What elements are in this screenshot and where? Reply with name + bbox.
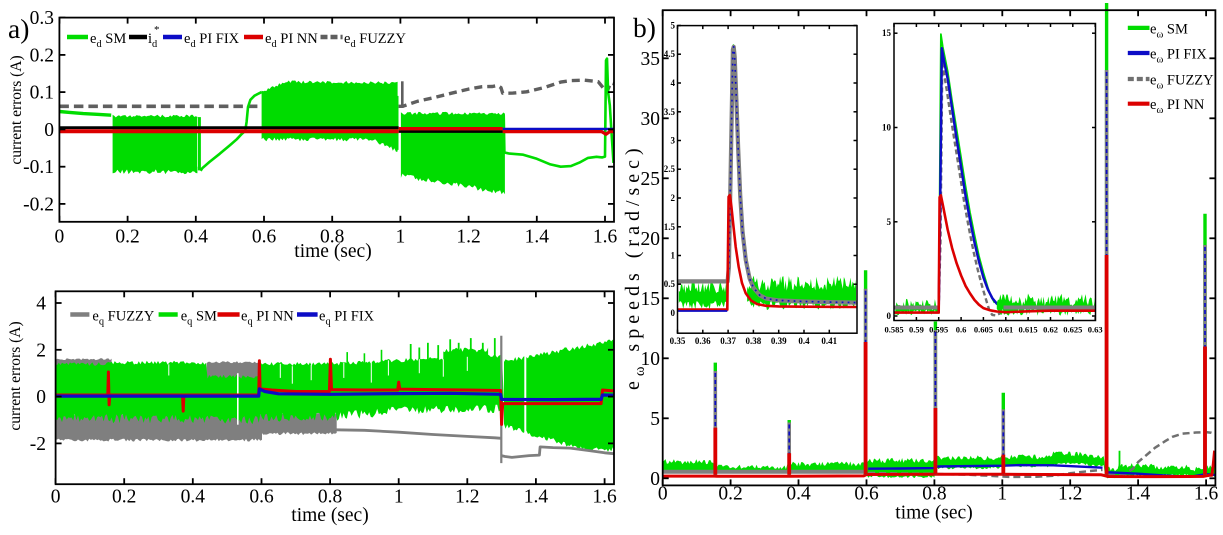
svg-text:4.5: 4.5 xyxy=(664,49,676,59)
svg-text:0: 0 xyxy=(55,227,65,248)
svg-text:0.6: 0.6 xyxy=(956,325,967,335)
svg-text:0.59: 0.59 xyxy=(909,325,924,335)
svg-text:ed FUZZY: ed FUZZY xyxy=(344,31,407,50)
svg-text:2: 2 xyxy=(36,340,46,361)
svg-text:0.62: 0.62 xyxy=(1043,325,1058,335)
svg-text:1.5: 1.5 xyxy=(664,222,676,232)
svg-text:2.5: 2.5 xyxy=(664,164,676,174)
svg-text:b): b) xyxy=(633,12,656,43)
svg-text:0: 0 xyxy=(51,487,61,508)
svg-text:15: 15 xyxy=(882,28,892,38)
svg-text:0.8: 0.8 xyxy=(318,487,342,508)
svg-text:0.8: 0.8 xyxy=(922,484,946,505)
svg-text:0.2: 0.2 xyxy=(30,45,54,66)
svg-text:1.4: 1.4 xyxy=(524,487,549,508)
svg-text:15: 15 xyxy=(641,289,661,310)
svg-text:eq SM: eq SM xyxy=(181,309,217,328)
svg-text:time (sec): time (sec) xyxy=(895,503,972,524)
svg-text:id: id xyxy=(148,31,158,50)
svg-text:current errors (A): current errors (A) xyxy=(7,321,24,430)
svg-text:eω PI NN: eω PI NN xyxy=(1150,97,1205,116)
svg-text:3.5: 3.5 xyxy=(664,107,676,117)
svg-text:current errors (A): current errors (A) xyxy=(8,55,25,164)
svg-text:1.6: 1.6 xyxy=(1194,484,1219,505)
svg-text:0.6: 0.6 xyxy=(252,227,277,248)
svg-text:0: 0 xyxy=(36,387,46,408)
svg-text:eω SM: eω SM xyxy=(1150,21,1188,40)
svg-text:eq PI NN: eq PI NN xyxy=(241,309,294,328)
svg-text:0.2: 0.2 xyxy=(718,484,742,505)
svg-text:0.4: 0.4 xyxy=(798,336,810,346)
svg-text:eω speeds (rad/sec): eω speeds (rad/sec) xyxy=(622,143,648,390)
svg-text:35: 35 xyxy=(641,49,661,70)
svg-text:0.4: 0.4 xyxy=(181,487,206,508)
svg-text:time (sec): time (sec) xyxy=(294,241,371,262)
svg-text:ed PI FIX: ed PI FIX xyxy=(184,31,240,50)
svg-text:-0.1: -0.1 xyxy=(23,157,54,178)
svg-text:1: 1 xyxy=(671,251,676,261)
svg-text:1.4: 1.4 xyxy=(525,227,550,248)
svg-text:5: 5 xyxy=(650,409,660,430)
svg-text:0.36: 0.36 xyxy=(695,336,711,346)
svg-text:0.61: 0.61 xyxy=(998,325,1013,335)
svg-text:ed SM: ed SM xyxy=(90,31,126,50)
svg-text:0.615: 0.615 xyxy=(1019,325,1038,335)
svg-text:4: 4 xyxy=(671,78,676,88)
svg-text:eω FUZZY: eω FUZZY xyxy=(1150,73,1214,92)
svg-text:0: 0 xyxy=(658,484,668,505)
svg-text:0.585: 0.585 xyxy=(884,325,903,335)
svg-text:0.6: 0.6 xyxy=(249,487,274,508)
svg-text:30: 30 xyxy=(641,109,661,130)
svg-text:0.38: 0.38 xyxy=(746,336,762,346)
svg-text:5: 5 xyxy=(671,21,676,31)
svg-text:0.605: 0.605 xyxy=(974,325,993,335)
svg-text:time (sec): time (sec) xyxy=(291,505,368,526)
svg-text:0.625: 0.625 xyxy=(1063,325,1082,335)
svg-text:4: 4 xyxy=(36,294,46,315)
svg-text:0.595: 0.595 xyxy=(929,325,948,335)
svg-text:10: 10 xyxy=(882,123,892,133)
svg-text:25: 25 xyxy=(641,169,661,190)
svg-text:1.4: 1.4 xyxy=(1126,484,1151,505)
svg-text:0.3: 0.3 xyxy=(30,8,54,29)
svg-text:0.8: 0.8 xyxy=(320,227,344,248)
svg-text:0: 0 xyxy=(671,308,676,318)
svg-text:1.6: 1.6 xyxy=(593,227,618,248)
svg-text:0: 0 xyxy=(44,120,54,141)
svg-text:*: * xyxy=(154,24,160,36)
svg-text:1.6: 1.6 xyxy=(592,487,617,508)
svg-text:0.1: 0.1 xyxy=(30,83,54,104)
svg-text:-0.2: -0.2 xyxy=(23,194,54,215)
svg-text:-2: -2 xyxy=(30,434,46,455)
svg-text:3: 3 xyxy=(671,136,676,146)
svg-text:0.5: 0.5 xyxy=(664,279,676,289)
svg-text:0.35: 0.35 xyxy=(670,336,686,346)
svg-text:eω PI FIX: eω PI FIX xyxy=(1150,47,1207,66)
svg-text:5: 5 xyxy=(887,217,892,227)
svg-text:1.2: 1.2 xyxy=(1058,484,1082,505)
svg-text:ed PI NN: ed PI NN xyxy=(265,31,318,50)
svg-text:10: 10 xyxy=(641,349,661,370)
svg-text:0.6: 0.6 xyxy=(854,484,879,505)
svg-text:0.4: 0.4 xyxy=(786,484,811,505)
svg-text:20: 20 xyxy=(641,229,661,250)
svg-text:0: 0 xyxy=(650,469,660,490)
svg-text:0.39: 0.39 xyxy=(771,336,787,346)
svg-text:eq PI FIX: eq PI FIX xyxy=(319,309,375,328)
svg-text:0: 0 xyxy=(887,311,892,321)
svg-text:2: 2 xyxy=(671,193,676,203)
svg-text:a): a) xyxy=(8,13,29,44)
svg-text:0.4: 0.4 xyxy=(184,227,209,248)
svg-text:1.2: 1.2 xyxy=(456,227,480,248)
svg-text:eq FUZZY: eq FUZZY xyxy=(92,309,155,328)
svg-text:0.2: 0.2 xyxy=(115,227,139,248)
svg-text:1.2: 1.2 xyxy=(455,487,479,508)
svg-text:1: 1 xyxy=(997,484,1007,505)
svg-text:0.41: 0.41 xyxy=(821,336,837,346)
svg-text:0.2: 0.2 xyxy=(112,487,136,508)
svg-text:0.37: 0.37 xyxy=(720,336,736,346)
svg-text:0.63: 0.63 xyxy=(1088,325,1103,335)
svg-text:1: 1 xyxy=(394,487,404,508)
svg-text:1: 1 xyxy=(396,227,406,248)
